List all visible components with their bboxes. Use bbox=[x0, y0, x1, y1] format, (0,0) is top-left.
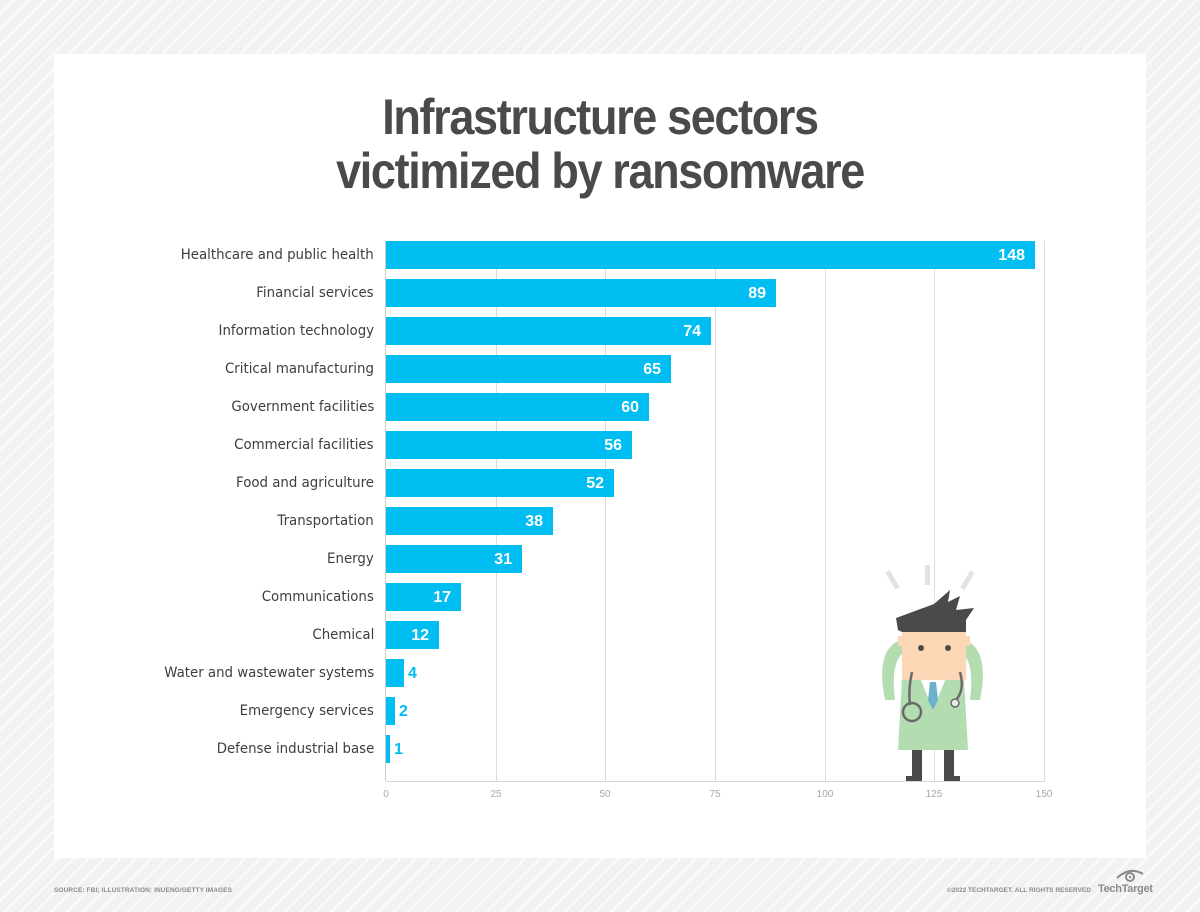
value-label: 74 bbox=[683, 323, 701, 340]
category-label: Critical manufacturing bbox=[225, 361, 374, 377]
bar-row: Food and agriculture 52 bbox=[0, 469, 1200, 497]
bar bbox=[386, 279, 776, 307]
gridline bbox=[1044, 241, 1045, 781]
copyright-notice: ©2022 TECHTARGET. ALL RIGHTS RESERVED bbox=[947, 887, 1091, 894]
bar bbox=[386, 545, 522, 573]
category-label: Healthcare and public health bbox=[181, 247, 374, 263]
bar-row: Transportation 38 bbox=[0, 507, 1200, 535]
chart-title: Infrastructure sectors victimized by ran… bbox=[109, 90, 1092, 198]
value-label: 38 bbox=[525, 513, 543, 530]
value-label: 60 bbox=[621, 399, 639, 416]
value-label: 56 bbox=[604, 437, 622, 454]
bar-row: Information technology 74 bbox=[0, 317, 1200, 345]
bar bbox=[386, 735, 390, 763]
gridline bbox=[715, 241, 716, 781]
bar-row: Water and wastewater systems 4 bbox=[0, 659, 1200, 687]
bar-row: Critical manufacturing 65 bbox=[0, 355, 1200, 383]
value-label: 1 bbox=[394, 741, 403, 758]
source-credit: SOURCE: FBI; ILLUSTRATION: INUENG/GETTY … bbox=[54, 887, 233, 894]
bar-row: Communications 17 bbox=[0, 583, 1200, 611]
category-label: Transportation bbox=[277, 513, 374, 529]
bar bbox=[386, 659, 404, 687]
bar-row: Financial services 89 bbox=[0, 279, 1200, 307]
gridline bbox=[825, 241, 826, 781]
x-axis-line bbox=[386, 781, 1045, 782]
category-label: Financial services bbox=[256, 285, 374, 301]
bar-row: Energy 31 bbox=[0, 545, 1200, 573]
category-label: Government facilities bbox=[231, 399, 374, 415]
x-tick-label: 100 bbox=[816, 789, 834, 800]
value-label: 52 bbox=[586, 475, 604, 492]
x-tick-label: 25 bbox=[490, 789, 502, 800]
value-label: 148 bbox=[998, 247, 1025, 264]
value-label: 65 bbox=[643, 361, 661, 378]
category-label: Emergency services bbox=[239, 703, 374, 719]
category-label: Chemical bbox=[312, 627, 374, 643]
gridline bbox=[934, 241, 935, 781]
techtarget-logo: TechTarget bbox=[1098, 883, 1153, 895]
value-label: 31 bbox=[494, 551, 512, 568]
title-line-1: Infrastructure sectors bbox=[382, 89, 819, 145]
bar-row: Defense industrial base 1 bbox=[0, 735, 1200, 763]
category-label: Information technology bbox=[218, 323, 374, 339]
doctor-illustration-icon bbox=[882, 565, 983, 781]
value-label: 12 bbox=[411, 627, 429, 644]
bar bbox=[386, 355, 671, 383]
category-label: Energy bbox=[327, 551, 374, 567]
eye-logo-icon bbox=[1116, 869, 1144, 882]
bar bbox=[386, 317, 711, 345]
category-label: Commercial facilities bbox=[234, 437, 374, 453]
bar bbox=[386, 431, 632, 459]
bar-row: Healthcare and public health 148 bbox=[0, 241, 1200, 269]
category-label: Defense industrial base bbox=[216, 741, 374, 757]
value-label: 17 bbox=[433, 589, 451, 606]
x-tick-label: 125 bbox=[925, 789, 943, 800]
value-label: 4 bbox=[408, 665, 417, 682]
category-label: Communications bbox=[261, 589, 374, 605]
bar-row: Government facilities 60 bbox=[0, 393, 1200, 421]
bar bbox=[386, 621, 439, 649]
x-tick-label: 50 bbox=[599, 789, 611, 800]
bar-row: Commercial facilities 56 bbox=[0, 431, 1200, 459]
value-label: 2 bbox=[399, 703, 408, 720]
bar bbox=[386, 241, 1035, 269]
gridline bbox=[605, 241, 606, 781]
y-axis-line bbox=[385, 241, 386, 781]
bar-row: Chemical 12 bbox=[0, 621, 1200, 649]
x-tick-label: 150 bbox=[1035, 789, 1053, 800]
bar-row: Emergency services 2 bbox=[0, 697, 1200, 725]
value-label: 89 bbox=[748, 285, 766, 302]
bar bbox=[386, 583, 461, 611]
bar bbox=[386, 469, 614, 497]
bar bbox=[386, 697, 395, 725]
x-tick-label: 75 bbox=[709, 789, 721, 800]
x-tick-label: 0 bbox=[383, 789, 389, 800]
bar bbox=[386, 393, 649, 421]
title-line-2: victimized by ransomware bbox=[336, 143, 865, 199]
category-label: Food and agriculture bbox=[236, 475, 374, 491]
bar bbox=[386, 507, 553, 535]
category-label: Water and wastewater systems bbox=[164, 665, 374, 681]
